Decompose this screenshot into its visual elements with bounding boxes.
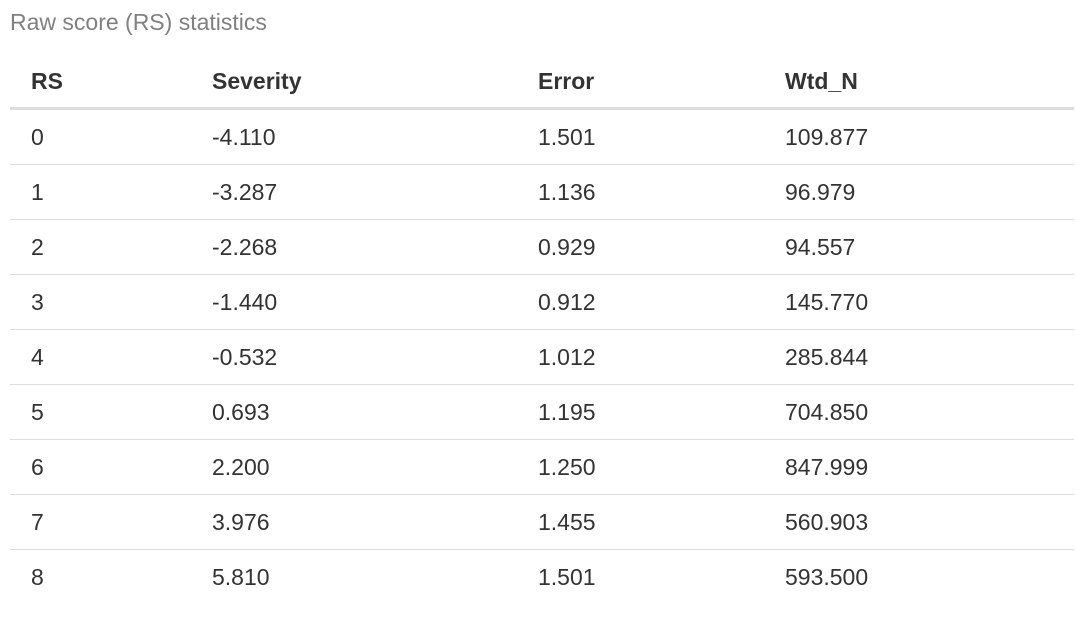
table-row: 8 5.810 1.501 593.500 (10, 550, 1074, 605)
cell-severity: -3.287 (191, 164, 517, 220)
cell-rs: 3 (10, 274, 191, 330)
cell-error: 1.455 (517, 494, 764, 550)
cell-rs: 5 (10, 384, 191, 440)
cell-error: 1.012 (517, 329, 764, 385)
cell-wtd-n: 94.557 (764, 219, 1074, 275)
cell-error: 1.136 (517, 164, 764, 220)
column-header-severity[interactable]: Severity (191, 55, 517, 110)
cell-wtd-n: 593.500 (785, 563, 869, 590)
cell-severity: 2.200 (191, 439, 517, 495)
cell-severity: 5.810 (212, 563, 270, 590)
column-header-rs[interactable]: RS (10, 55, 191, 110)
cell-error: 1.501 (517, 108, 764, 165)
cell-severity: 3.976 (191, 494, 517, 550)
column-header-error[interactable]: Error (517, 55, 764, 110)
raw-score-statistics-table: RS Severity Error Wtd_N 0 -4.110 1.501 1… (10, 55, 1074, 604)
table-caption: Raw score (RS) statistics (10, 9, 267, 35)
cell-rs: 1 (10, 164, 191, 220)
cell-wtd-n: 560.903 (764, 494, 1074, 550)
table-row: 6 2.200 1.250 847.999 (10, 439, 1074, 495)
column-header-wtd-n[interactable]: Wtd_N (764, 55, 1074, 110)
cell-severity: -2.268 (191, 219, 517, 275)
table-row: 5 0.693 1.195 704.850 (10, 384, 1074, 440)
cell-rs: 8 (31, 563, 44, 590)
cell-wtd-n: 145.770 (764, 274, 1074, 330)
cell-wtd-n: 847.999 (764, 439, 1074, 495)
cell-severity: -0.532 (191, 329, 517, 385)
cell-error: 1.501 (538, 563, 596, 590)
cell-rs: 7 (10, 494, 191, 550)
cell-rs: 6 (10, 439, 191, 495)
cell-rs: 4 (10, 329, 191, 385)
cell-error: 0.912 (517, 274, 764, 330)
cell-rs: 2 (10, 219, 191, 275)
cell-wtd-n: 96.979 (764, 164, 1074, 220)
cell-severity: 0.693 (191, 384, 517, 440)
cell-error: 1.195 (517, 384, 764, 440)
cell-error: 0.929 (517, 219, 764, 275)
cell-wtd-n: 285.844 (764, 329, 1074, 385)
cell-severity: -4.110 (191, 108, 517, 165)
header-row: RS Severity Error Wtd_N (10, 55, 1074, 110)
table-row: 2 -2.268 0.929 94.557 (10, 219, 1074, 275)
table-row: 0 -4.110 1.501 109.877 (10, 108, 1074, 165)
table-row: 4 -0.532 1.012 285.844 (10, 329, 1074, 385)
cell-wtd-n: 704.850 (764, 384, 1074, 440)
table-row: 7 3.976 1.455 560.903 (10, 494, 1074, 550)
cell-severity: -1.440 (191, 274, 517, 330)
table-row: 1 -3.287 1.136 96.979 (10, 164, 1074, 220)
table-row: 3 -1.440 0.912 145.770 (10, 274, 1074, 330)
cell-rs: 0 (10, 108, 191, 165)
cell-error: 1.250 (517, 439, 764, 495)
cell-wtd-n: 109.877 (764, 108, 1074, 165)
